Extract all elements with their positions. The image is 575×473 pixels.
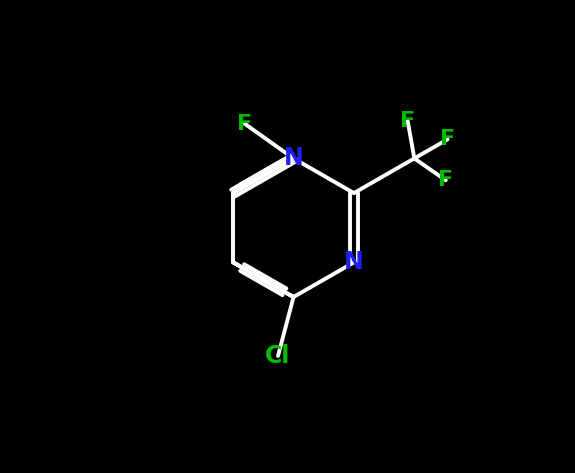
Text: F: F — [400, 111, 415, 131]
Text: F: F — [237, 114, 252, 134]
Text: Cl: Cl — [265, 344, 291, 368]
Text: F: F — [438, 170, 453, 190]
Text: N: N — [283, 147, 304, 170]
Text: N: N — [344, 250, 364, 274]
Text: F: F — [440, 129, 455, 149]
